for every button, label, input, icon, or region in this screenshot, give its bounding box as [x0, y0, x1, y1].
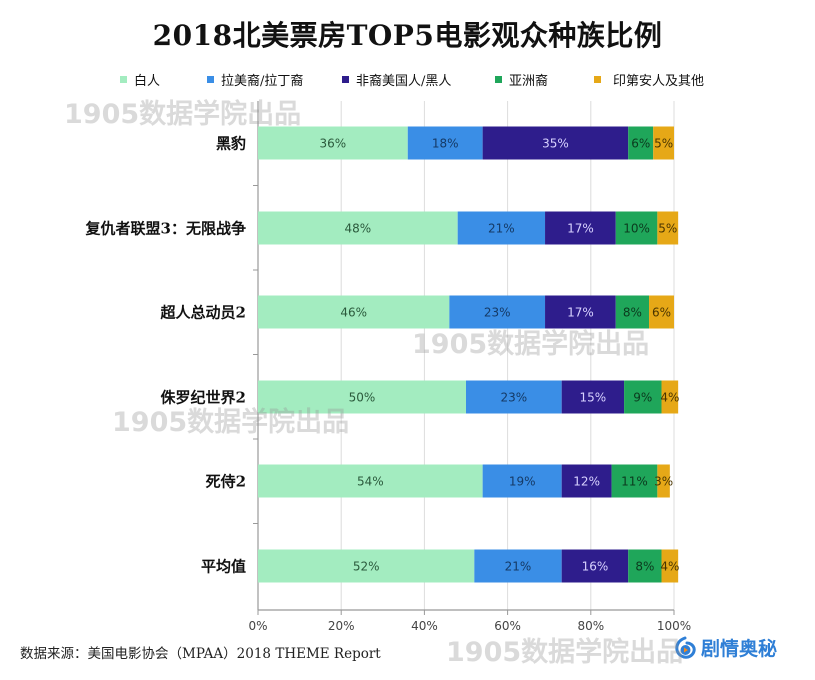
data-label: 9% [633, 391, 652, 405]
legend-label: 亚洲裔 [509, 74, 549, 89]
x-tick-label: 60% [494, 619, 521, 633]
legend-label: 白人 [134, 74, 161, 89]
x-tick-label: 100% [657, 619, 691, 633]
data-label: 6% [631, 137, 650, 151]
data-label: 18% [432, 137, 459, 151]
bar-segment [258, 380, 466, 414]
bar-segment [258, 295, 450, 329]
data-label: 11% [621, 475, 648, 489]
bar-segment [545, 295, 616, 329]
category-label: 侏罗纪世界2 [160, 388, 246, 407]
category-label: 死侍2 [205, 472, 246, 491]
data-label: 21% [505, 560, 532, 574]
data-label: 15% [580, 391, 607, 405]
legend-item-other: 印第安人及其他 [594, 70, 704, 89]
bar-segment [661, 549, 679, 583]
bar-segment [407, 126, 483, 160]
data-label: 5% [654, 137, 673, 151]
bar-segment [615, 295, 650, 329]
chart-title: 2018北美票房TOP5电影观众种族比例 [152, 19, 663, 52]
bar-segment [561, 380, 625, 414]
data-source-note: 数据来源：美国电影协会（MPAA）2018 THEME Report [20, 646, 381, 662]
legend-item-black: 非裔美国人/黑人 [342, 70, 451, 89]
data-label: 4% [660, 391, 679, 405]
x-tick-label: 20% [328, 619, 355, 633]
bar-segment [258, 464, 483, 498]
bar-segment [474, 549, 562, 583]
legend-swatch [594, 76, 601, 83]
brand-name: 剧情奥秘 [701, 638, 778, 660]
bar-segment [258, 211, 458, 245]
play-swirl-icon [675, 636, 696, 659]
data-label: 50% [349, 391, 376, 405]
x-tick-label: 40% [411, 619, 438, 633]
bar-segment [653, 126, 674, 160]
data-label: 23% [501, 391, 528, 405]
data-label: 6% [652, 306, 671, 320]
legend-label: 印第安人及其他 [613, 74, 705, 89]
bar-segment [482, 464, 562, 498]
data-label: 46% [340, 306, 367, 320]
legend-swatch [207, 76, 214, 83]
brand-logo: 剧情奥秘 [673, 634, 777, 661]
bar-segment [561, 464, 612, 498]
legend: 白人 拉美裔/拉丁裔 非裔美国人/黑人 亚洲裔 印第安人及其他 [120, 70, 740, 90]
data-label: 21% [488, 222, 515, 236]
x-tick-label: 0% [248, 619, 267, 633]
data-label: 17% [567, 222, 594, 236]
bar-segment [649, 295, 674, 329]
data-label: 12% [573, 475, 600, 489]
data-label: 23% [484, 306, 511, 320]
bar-segment [611, 464, 658, 498]
bar-segment [657, 211, 679, 245]
bar-segment [657, 464, 670, 498]
bar-segment [561, 549, 629, 583]
data-label: 48% [345, 222, 372, 236]
data-label: 8% [635, 560, 654, 574]
legend-swatch [342, 76, 349, 83]
category-label: 复仇者联盟3：无限战争 [85, 219, 246, 238]
bar-segment [661, 380, 679, 414]
data-label: 36% [320, 137, 347, 151]
bar-segment [624, 380, 662, 414]
data-label: 17% [567, 306, 594, 320]
category-label: 黑豹 [215, 134, 246, 153]
bar-segment [457, 211, 546, 245]
legend-label: 非裔美国人/黑人 [356, 74, 452, 89]
legend-item-asian: 亚洲裔 [495, 70, 548, 89]
bar-segment [545, 211, 616, 245]
bar-segment [628, 549, 662, 583]
bar-segment [615, 211, 658, 245]
bar-segment [258, 549, 475, 583]
legend-swatch [495, 76, 502, 83]
category-label: 超人总动员2 [160, 303, 246, 322]
legend-label: 拉美裔/拉丁裔 [221, 74, 304, 89]
data-label: 8% [623, 306, 642, 320]
bar-segment [482, 126, 629, 160]
data-label: 35% [542, 137, 569, 151]
data-label: 4% [660, 560, 679, 574]
bar-segment [466, 380, 562, 414]
x-tick-label: 80% [577, 619, 604, 633]
bar-segment [449, 295, 546, 329]
data-label: 16% [582, 560, 609, 574]
bar-segment [258, 126, 408, 160]
data-label: 3% [654, 475, 673, 489]
data-label: 19% [509, 475, 536, 489]
data-label: 52% [353, 560, 380, 574]
legend-item-latino: 拉美裔/拉丁裔 [207, 70, 303, 89]
data-label: 10% [623, 222, 650, 236]
data-label: 54% [357, 475, 384, 489]
legend-swatch [120, 76, 127, 83]
category-label: 平均值 [200, 557, 246, 576]
data-label: 5% [658, 222, 677, 236]
legend-item-white: 白人 [120, 70, 160, 89]
bar-segment [628, 126, 654, 160]
